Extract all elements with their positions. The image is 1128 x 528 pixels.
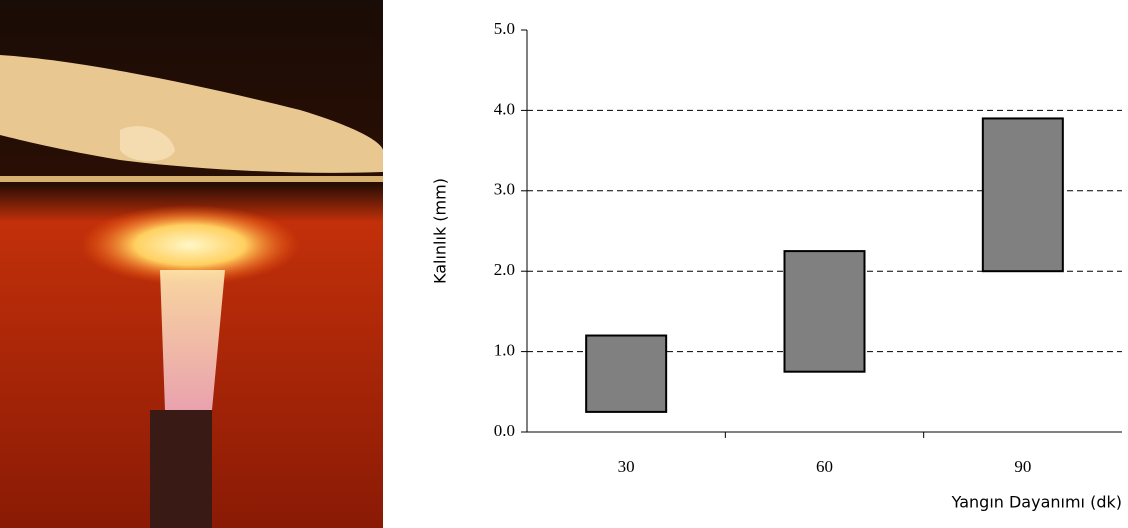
x-axis-label: Yangın Dayanımı (dk) (951, 493, 1122, 512)
y-tick-label: 3.0 (494, 180, 515, 199)
bar (785, 251, 865, 372)
figure: Kalınlık (mm) Yangın Dayanımı (dk) 0.0 1.… (0, 0, 1128, 528)
y-tick-label: 2.0 (494, 260, 515, 279)
x-tick-label: 90 (1014, 457, 1031, 476)
bar (586, 336, 666, 412)
bar (983, 118, 1063, 271)
y-tick-label: 0.0 (494, 421, 515, 440)
y-tick-label: 4.0 (494, 99, 515, 118)
y-axis-label: Kalınlık (mm) (431, 178, 450, 284)
x-tick-label: 60 (816, 457, 833, 476)
y-tick-label: 5.0 (494, 19, 515, 38)
y-tick-label: 1.0 (494, 341, 515, 360)
photo (0, 0, 383, 528)
x-tick-label: 30 (618, 457, 635, 476)
page: Kalınlık (mm) Yangın Dayanımı (dk) 0.0 1.… (0, 0, 1128, 528)
